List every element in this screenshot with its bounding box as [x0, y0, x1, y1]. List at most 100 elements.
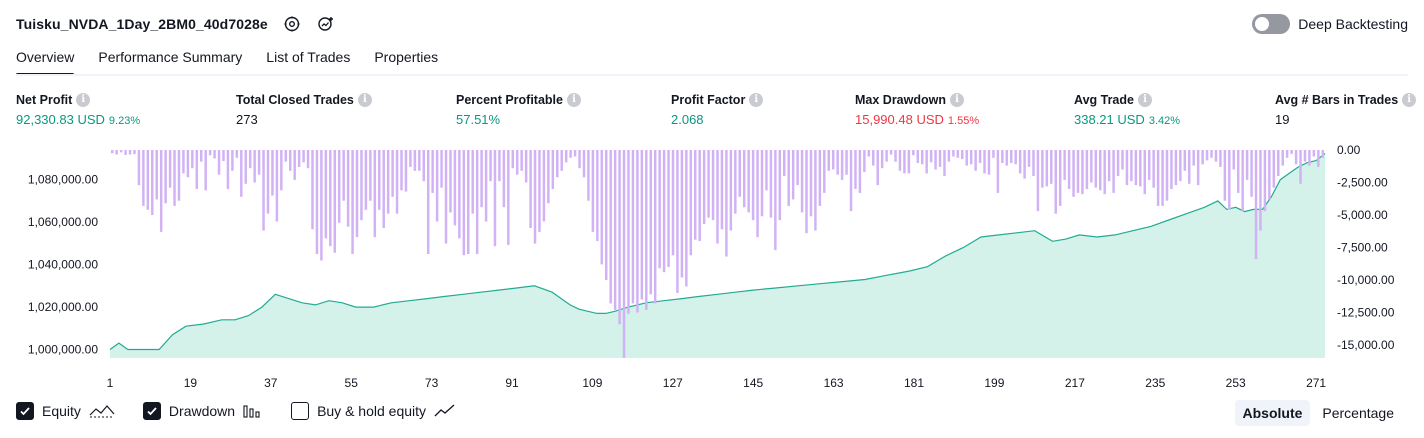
drawdown-bar	[533, 150, 537, 244]
absolute-button[interactable]: Absolute	[1234, 400, 1311, 426]
drawdown-bar	[311, 150, 314, 230]
drawdown-bar	[142, 150, 145, 206]
drawdown-bar	[858, 150, 862, 193]
drawdown-bar	[240, 150, 243, 197]
info-icon[interactable]: i	[950, 93, 964, 107]
drawdown-bar	[271, 150, 274, 196]
drawdown-bar	[756, 150, 759, 238]
drawdown-bar	[551, 150, 555, 189]
info-icon[interactable]: i	[1137, 93, 1152, 107]
x-axis-label: 235	[1145, 376, 1165, 390]
drawdown-bar	[515, 150, 519, 175]
drawdown-bar	[1245, 150, 1249, 180]
drawdown-bar	[329, 150, 332, 247]
deep-backtesting-toggle[interactable]	[1252, 14, 1291, 34]
info-icon[interactable]: i	[357, 93, 372, 107]
info-icon[interactable]: i	[566, 93, 581, 107]
buy-hold-checkbox[interactable]	[291, 402, 310, 420]
info-icon[interactable]: i	[76, 93, 91, 107]
x-axis-label: 37	[264, 376, 278, 390]
deep-backtesting-label: Deep Backtesting	[1298, 16, 1408, 32]
drawdown-bar	[1090, 150, 1093, 183]
drawdown-bar	[1312, 150, 1316, 157]
drawdown-bar	[738, 150, 741, 197]
legend-drawdown[interactable]: Drawdown	[142, 402, 263, 420]
drawdown-bar	[378, 150, 381, 210]
drawdown-checkbox[interactable]	[142, 402, 161, 420]
percentage-button[interactable]: Percentage	[1322, 405, 1394, 421]
tab-properties[interactable]: Properties	[374, 49, 439, 65]
drawdown-bar	[587, 150, 590, 201]
drawdown-bar	[1018, 150, 1022, 174]
drawdown-bar	[1183, 150, 1187, 171]
drawdown-bar	[191, 150, 194, 169]
drawdown-bar	[1281, 150, 1284, 166]
drawdown-bar	[1165, 150, 1169, 201]
equity-line-icon	[89, 404, 115, 418]
drawdown-bar	[649, 150, 652, 295]
drawdown-bar	[1196, 150, 1200, 186]
drawdown-bar	[422, 150, 426, 182]
drawdown-bar	[480, 150, 483, 208]
drawdown-bar	[560, 150, 563, 171]
drawdown-bar	[872, 150, 875, 166]
drawdown-bar	[640, 150, 644, 300]
drawdown-bar	[791, 150, 795, 200]
info-icon[interactable]: i	[1402, 93, 1417, 107]
drawdown-bar	[636, 150, 639, 313]
drawdown-bar	[898, 150, 902, 171]
strategy-name[interactable]: Tuisku_NVDA_1Day_2BM0_40d7028e	[16, 16, 268, 32]
drawdown-bar	[1236, 150, 1240, 193]
drawdown-bar	[182, 150, 185, 174]
metric-value: 338.21 USD	[1074, 112, 1145, 127]
drawdown-bar	[716, 150, 719, 244]
drawdown-bar	[734, 150, 737, 214]
metric-label: Total Closed Trades	[236, 93, 354, 107]
drawdown-bar	[765, 150, 768, 191]
drawdown-bar	[275, 150, 279, 222]
tab-list-of-trades[interactable]: List of Trades	[266, 49, 351, 65]
drawdown-bar	[907, 150, 911, 174]
drawdown-bar	[1272, 150, 1276, 188]
legend-buy-hold[interactable]: Buy & hold equity	[291, 402, 456, 420]
tab-performance-summary[interactable]: Performance Summary	[98, 49, 243, 65]
drawdown-bar	[1241, 150, 1244, 212]
add-to-chart-icon[interactable]	[316, 14, 336, 34]
tab-overview[interactable]: Overview	[16, 46, 75, 76]
drawdown-bar	[1130, 150, 1133, 182]
drawdown-bars-icon	[243, 404, 263, 418]
chart-legend: Equity Drawdown Buy & hold equity	[16, 402, 456, 420]
drawdown-bar	[1139, 150, 1142, 187]
drawdown-bar	[217, 150, 221, 175]
equity-checkbox[interactable]	[16, 402, 34, 420]
drawdown-bar	[702, 150, 706, 225]
right-axis-label: -15,000.00	[1337, 338, 1395, 352]
metric-net-profit: Net Profit i 92,330.83 USD 9.23%	[16, 93, 140, 127]
drawdown-bar	[929, 150, 933, 163]
drawdown-bar	[662, 150, 666, 273]
drawdown-bar	[618, 150, 621, 325]
drawdown-bar	[484, 150, 488, 222]
legend-equity[interactable]: Equity	[16, 402, 115, 420]
drawdown-bar	[1188, 150, 1191, 184]
drawdown-bar	[222, 150, 225, 162]
drawdown-bar	[440, 150, 443, 188]
equity-drawdown-chart[interactable]: 1,000,000.00 1,020,000.00 1,040,000.00 1,06…	[0, 140, 1424, 396]
drawdown-bar	[280, 150, 283, 191]
right-axis-label: -5,000.00	[1337, 208, 1388, 222]
metric-pct: 9.23%	[108, 115, 141, 127]
drawdown-bar	[1214, 150, 1218, 162]
left-axis-label: 1,040,000.00	[28, 258, 98, 272]
drawdown-bar	[284, 150, 288, 162]
drawdown-bar	[520, 150, 523, 171]
drawdown-bar	[1045, 150, 1049, 187]
drawdown-bar	[947, 150, 951, 162]
drawdown-bar	[315, 150, 319, 254]
drawdown-bar	[1009, 150, 1013, 163]
metric-value: 19	[1275, 112, 1290, 127]
drawdown-bar	[542, 150, 546, 222]
settings-icon[interactable]	[282, 14, 302, 34]
drawdown-bar	[449, 150, 452, 213]
info-icon[interactable]: i	[749, 93, 764, 107]
drawdown-bar	[146, 150, 150, 210]
